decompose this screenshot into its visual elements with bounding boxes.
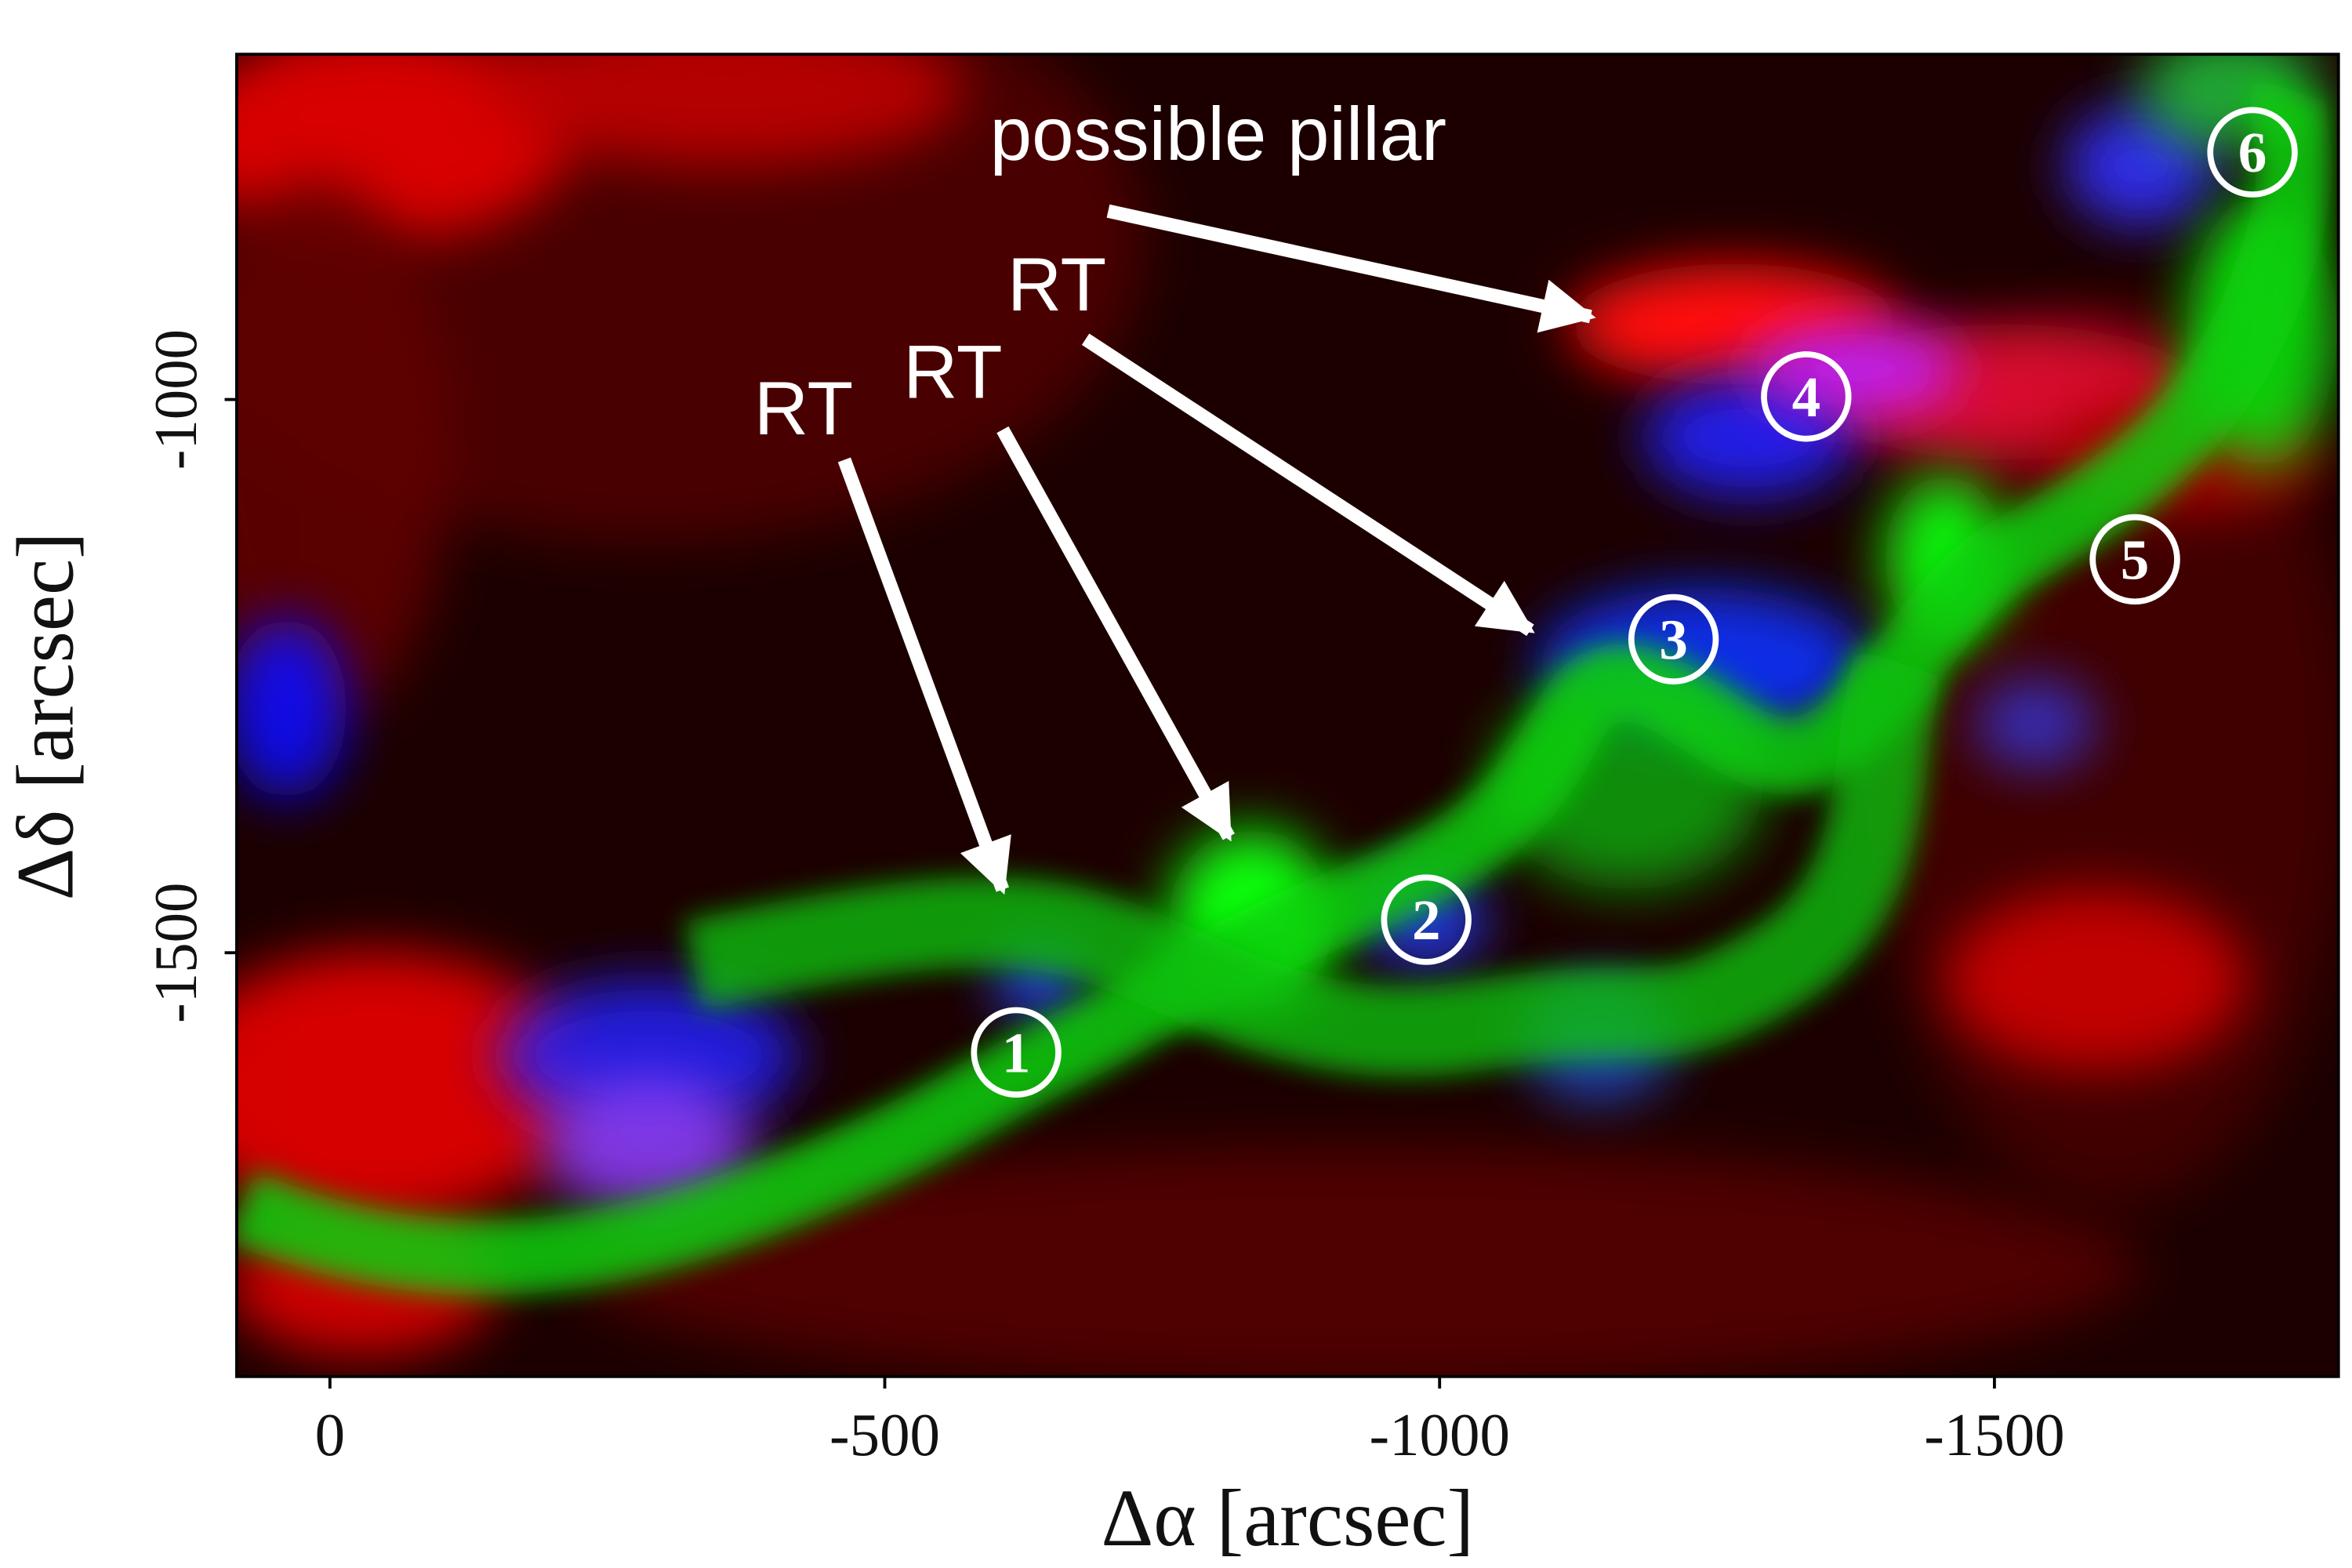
- region-label: 1: [1002, 1021, 1031, 1084]
- emission-filament: [684, 648, 1944, 1077]
- emission: [1975, 678, 2096, 769]
- image: [236, 54, 2339, 1377]
- y-tick-label: -1000: [142, 329, 209, 470]
- emission: [236, 618, 347, 800]
- annotation: RT: [903, 331, 1002, 415]
- emission: [1748, 324, 1960, 415]
- y-axis-label: Δδ [arcsec]: [0, 532, 90, 900]
- emission: [497, 980, 800, 1131]
- annotation-arrow: [996, 426, 1235, 842]
- annotation: RT: [754, 367, 853, 451]
- region-marker: [971, 1007, 1062, 1098]
- region-marker: [1628, 593, 1719, 685]
- region-label: 6: [2238, 121, 2267, 184]
- x-tick-label: -1500: [1924, 1401, 2064, 1468]
- region-marker: [2207, 107, 2298, 198]
- x-tick-label: -1000: [1369, 1401, 1509, 1468]
- annotation-arrow: [1081, 333, 1535, 637]
- region-label: 5: [2121, 528, 2150, 591]
- region-label: 3: [1659, 608, 1688, 671]
- annotation: possible pillar: [990, 93, 1446, 176]
- region-label: 4: [1792, 365, 1821, 429]
- plot-frame: [235, 53, 2340, 1378]
- emission: [482, 54, 965, 166]
- emission: [236, 180, 452, 724]
- emission: [573, 1145, 2141, 1377]
- annotation-arrow: [1106, 204, 1596, 333]
- region-marker: [1381, 874, 1472, 965]
- region-marker: [1761, 351, 1852, 442]
- x-tick-label: -500: [829, 1401, 940, 1468]
- emission: [1944, 889, 2247, 1071]
- emission: [236, 949, 588, 1221]
- annotation: RT: [1007, 243, 1106, 327]
- emission-filament: [236, 78, 2332, 1295]
- y-tick-label: -1500: [142, 883, 209, 1023]
- region-label: 2: [1412, 888, 1441, 952]
- x-tick-label: 0: [315, 1401, 345, 1468]
- annotation-arrow: [837, 457, 1011, 895]
- region-marker: [2089, 514, 2180, 605]
- x-axis-label: Δα [arcsec]: [1102, 1473, 1475, 1563]
- emission: [543, 1078, 754, 1214]
